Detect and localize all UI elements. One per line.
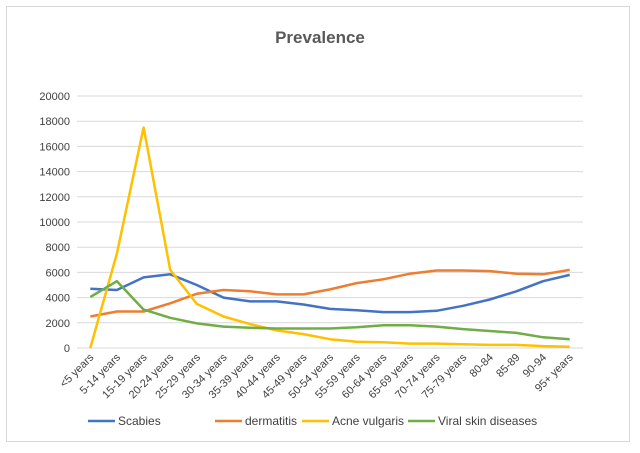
legend: Scabies dermatitis Acne vulgaris Viral skin… [88,414,537,428]
y-tick-label: 18000 [39,116,70,128]
y-tick-label: 8000 [46,242,70,254]
y-tick-label: 4000 [46,293,70,305]
y-tick-label: 10000 [39,217,70,229]
legend-label: Acne vulgaris [332,414,404,428]
legend-label: Scabies [118,414,161,428]
series-line-dermatitis [90,268,570,318]
x-tick-label: 85-89 [494,352,522,380]
y-tick-label: 14000 [39,167,70,179]
y-tick-label: 6000 [46,267,70,279]
y-tick-label: 12000 [39,192,70,204]
series-lines [89,126,570,349]
series-line-scabies [90,273,570,314]
chart-title: Prevalence [275,28,365,47]
y-tick-label: 16000 [39,141,70,153]
chart-frame [6,6,630,442]
y-tick-label: 0 [64,343,70,355]
legend-label: Viral skin diseases [438,414,537,428]
gridlines [77,95,583,349]
series-line-acne-vulgaris [89,126,570,349]
y-tick-label: 2000 [46,318,70,330]
x-tick-label: 80-84 [468,352,496,380]
legend-label: dermatitis [245,414,297,428]
y-axis-ticks: 0 2000 4000 6000 8000 10000 12000 14000 16000 180… [39,91,70,355]
y-tick-label: 20000 [39,91,70,103]
series-line-viral-skin-diseases [89,279,570,341]
